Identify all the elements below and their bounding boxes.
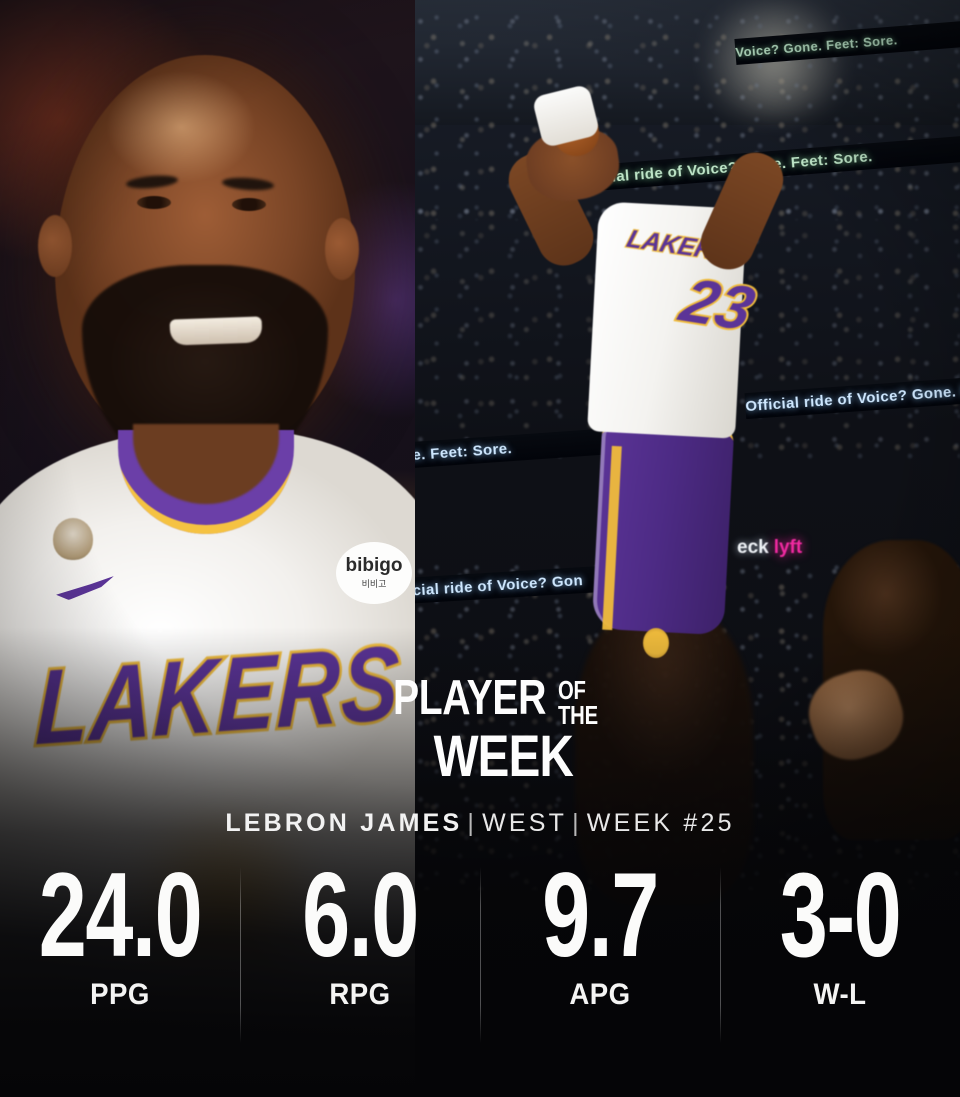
stat-ppg-label: PPG	[90, 977, 150, 1011]
stat-wl: 3-0 W-L	[720, 848, 960, 1043]
portrait-smile	[169, 316, 263, 346]
legacy-patch-icon	[53, 518, 93, 560]
portrait-ear-left	[38, 215, 72, 277]
stat-apg: 9.7 APG	[480, 848, 720, 1043]
subline-separator-2: |	[572, 809, 582, 837]
dunk-shorts-logo-icon	[643, 628, 669, 658]
stat-wl-value: 3-0	[779, 848, 902, 982]
title-player-word: PLAYER	[393, 671, 547, 725]
subline-conference: WEST	[482, 809, 568, 837]
text-overlay: PLAYER OF THE WEEK LEBRON JAMES | WEST | WEE…	[0, 671, 960, 1097]
stat-ppg-value: 24.0	[38, 848, 203, 982]
subline-week: WEEK #25	[586, 809, 735, 837]
bibigo-patch-korean: 비비고	[361, 579, 387, 589]
lyft-signage-prefix: eck	[737, 537, 769, 558]
stat-apg-label: APG	[569, 977, 631, 1011]
player-subline: LEBRON JAMES | WEST | WEEK #25	[0, 809, 960, 838]
lyft-signage: eck lyft	[737, 537, 802, 559]
bibigo-patch-text: bibigo	[345, 555, 403, 576]
portrait-eye-left	[137, 196, 171, 209]
portrait-eye-right	[232, 198, 266, 211]
title-of-word: OF	[558, 675, 586, 705]
stats-row: 24.0 PPG 6.0 RPG 9.7 APG 3-0 W-L	[0, 848, 960, 1043]
title-week-word: WEEK	[433, 723, 574, 789]
stat-apg-value: 9.7	[542, 848, 659, 982]
title-lockup: PLAYER OF THE WEEK	[393, 671, 598, 789]
lyft-logo-text: lyft	[773, 537, 803, 558]
stat-rpg-value: 6.0	[302, 848, 419, 982]
stat-ppg: 24.0 PPG	[0, 848, 240, 1012]
title-first-row: PLAYER OF THE	[393, 671, 598, 728]
subline-player-name: LEBRON JAMES	[225, 809, 463, 837]
subline-separator-1: |	[467, 809, 478, 837]
stat-wl-label: W-L	[813, 977, 867, 1011]
title-of-the-stack: OF THE	[558, 675, 609, 730]
title-the-word: THE	[558, 699, 599, 730]
bibigo-sponsor-patch: bibigo 비비고	[336, 542, 412, 604]
portrait-ear-right	[325, 218, 359, 280]
stat-rpg: 6.0 RPG	[240, 848, 480, 1043]
stat-rpg-label: RPG	[329, 977, 391, 1011]
